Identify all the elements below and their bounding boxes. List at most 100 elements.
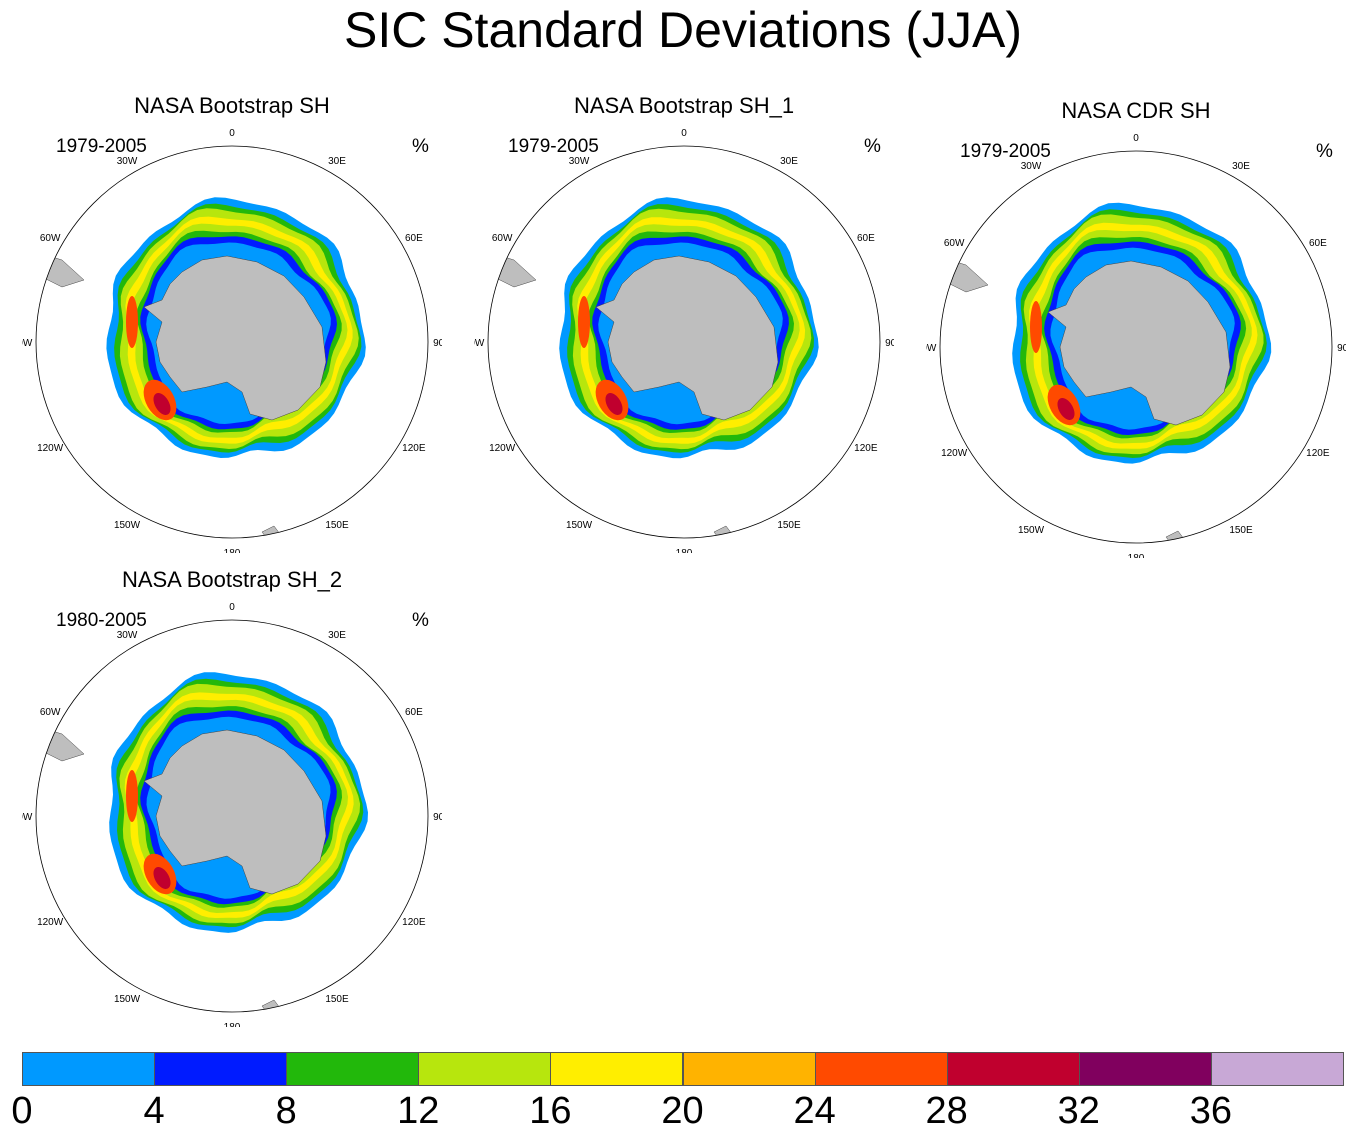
- longitude-label: 30E: [328, 156, 346, 167]
- longitude-label: 120E: [402, 917, 426, 928]
- panel-title: NASA Bootstrap SH_1: [573, 93, 795, 118]
- longitude-label: 180: [224, 548, 241, 553]
- antarctica-land: [595, 255, 779, 421]
- longitude-label: 30E: [328, 630, 346, 641]
- longitude-label: 90W: [22, 338, 33, 349]
- longitude-label: 150W: [114, 994, 141, 1005]
- colorbar-segment: [946, 1052, 1080, 1086]
- colorbar-tick-label: 12: [397, 1090, 440, 1132]
- longitude-label: 60E: [405, 707, 423, 718]
- panel-title: NASA Bootstrap SH_2: [121, 567, 343, 592]
- polar-map: 0 30E 60E 90E 120E 150E 180 150W 120W 90W 60W 30W: [474, 128, 894, 553]
- colorbar-tick-label: 0: [11, 1090, 33, 1132]
- longitude-label: 30W: [1021, 161, 1042, 172]
- map-boundary: [35, 619, 429, 1013]
- longitude-label: 60E: [1309, 238, 1327, 249]
- longitude-label: 90W: [474, 338, 485, 349]
- longitude-label: 90E: [885, 338, 894, 349]
- longitude-label: 90E: [433, 338, 442, 349]
- longitude-label: 90W: [22, 812, 33, 823]
- colorbar-segment: [814, 1052, 948, 1086]
- longitude-label: 180: [676, 548, 693, 553]
- antarctica-land: [1047, 260, 1231, 426]
- longitude-label: 90E: [433, 812, 442, 823]
- longitude-label: 30E: [780, 156, 798, 167]
- polar-map: 0 30E 60E 90E 120E 150E 180 150W 120W 90W 60W 30W: [22, 128, 442, 553]
- ice-contour: [126, 296, 138, 348]
- longitude-label: 90W: [926, 343, 937, 354]
- panel-years: 1979-2005: [508, 136, 599, 157]
- colorbar-tick-label: 28: [925, 1090, 968, 1132]
- longitude-label: 120W: [37, 917, 64, 928]
- panel-title: NASA CDR SH: [1061, 98, 1211, 123]
- panel-unit: %: [412, 136, 429, 157]
- longitude-label: 150E: [325, 994, 349, 1005]
- map-panel: NASA Bootstrap SH_2 1980-2005% 0 30E 60E 90E 1…: [22, 567, 442, 1027]
- panel-unit: %: [1316, 141, 1333, 162]
- longitude-label: 30W: [117, 156, 138, 167]
- colorbar-segment: [1210, 1052, 1344, 1086]
- colorbar-segment: [550, 1052, 684, 1086]
- antarctica-land: [143, 255, 327, 421]
- longitude-label: 0: [681, 128, 687, 139]
- panel-years: 1979-2005: [56, 136, 147, 157]
- colorbar: [22, 1052, 1344, 1086]
- longitude-label: 150E: [325, 520, 349, 531]
- longitude-label: 120E: [854, 443, 878, 454]
- longitude-label: 150E: [1229, 525, 1253, 536]
- colorbar-tick-label: 16: [529, 1090, 572, 1132]
- longitude-label: 120W: [941, 448, 968, 459]
- longitude-label: 90E: [1337, 343, 1346, 354]
- ice-contour: [605, 393, 623, 415]
- colorbar-segment: [154, 1052, 288, 1086]
- colorbar-tick-label: 4: [143, 1090, 165, 1132]
- south-america-land: [488, 251, 537, 288]
- map-boundary: [939, 150, 1333, 544]
- longitude-label: 60E: [857, 233, 875, 244]
- longitude-label: 0: [229, 602, 235, 613]
- map-panel: NASA Bootstrap SH_1 1979-2005% 0 30E 60E 90E 1…: [474, 93, 894, 553]
- south-america-land: [36, 251, 85, 288]
- colorbar-segment: [418, 1052, 552, 1086]
- colorbar-tick-label: 20: [661, 1090, 704, 1132]
- longitude-label: 30W: [117, 630, 138, 641]
- ice-contour: [153, 867, 171, 889]
- colorbar-tick-label: 32: [1057, 1090, 1100, 1132]
- map-panel: NASA Bootstrap SH 1979-2005% 0 30E 60E 90E 120…: [22, 93, 442, 553]
- ice-contour: [578, 296, 590, 348]
- longitude-label: 60W: [40, 233, 61, 244]
- ice-contour: [126, 770, 138, 822]
- colorbar-segment: [22, 1052, 156, 1086]
- panel-years: 1980-2005: [56, 610, 147, 631]
- ice-contour: [1057, 398, 1075, 420]
- longitude-label: 150W: [114, 520, 141, 531]
- longitude-label: 180: [224, 1022, 241, 1027]
- colorbar-tick-label: 24: [793, 1090, 836, 1132]
- longitude-label: 120W: [37, 443, 64, 454]
- longitude-label: 60W: [492, 233, 513, 244]
- longitude-label: 60W: [944, 238, 965, 249]
- south-america-land: [36, 725, 85, 762]
- longitude-label: 150W: [1018, 525, 1045, 536]
- panel-title: NASA Bootstrap SH: [134, 93, 330, 118]
- figure-title: SIC Standard Deviations (JJA): [343, 2, 1023, 58]
- longitude-label: 60W: [40, 707, 61, 718]
- map-boundary: [487, 145, 881, 539]
- colorbar-segment: [682, 1052, 816, 1086]
- longitude-label: 0: [1133, 133, 1139, 144]
- colorbar-tick-label: 36: [1189, 1090, 1233, 1132]
- longitude-label: 120E: [402, 443, 426, 454]
- colorbar-segment: [286, 1052, 420, 1086]
- longitude-label: 120E: [1306, 448, 1330, 459]
- polar-map: 0 30E 60E 90E 120E 150E 180 150W 120W 90W 60W 30W: [926, 133, 1346, 558]
- longitude-label: 180: [1128, 553, 1145, 558]
- longitude-label: 150W: [566, 520, 593, 531]
- antarctica-land: [143, 729, 327, 895]
- colorbar-tick-label: 8: [275, 1090, 297, 1132]
- panel-unit: %: [412, 610, 429, 631]
- longitude-label: 150E: [777, 520, 801, 531]
- longitude-label: 30W: [569, 156, 590, 167]
- panel-unit: %: [864, 136, 881, 157]
- polar-map: 0 30E 60E 90E 120E 150E 180 150W 120W 90W 60W 30W: [22, 602, 442, 1027]
- colorbar-segment: [1078, 1052, 1212, 1086]
